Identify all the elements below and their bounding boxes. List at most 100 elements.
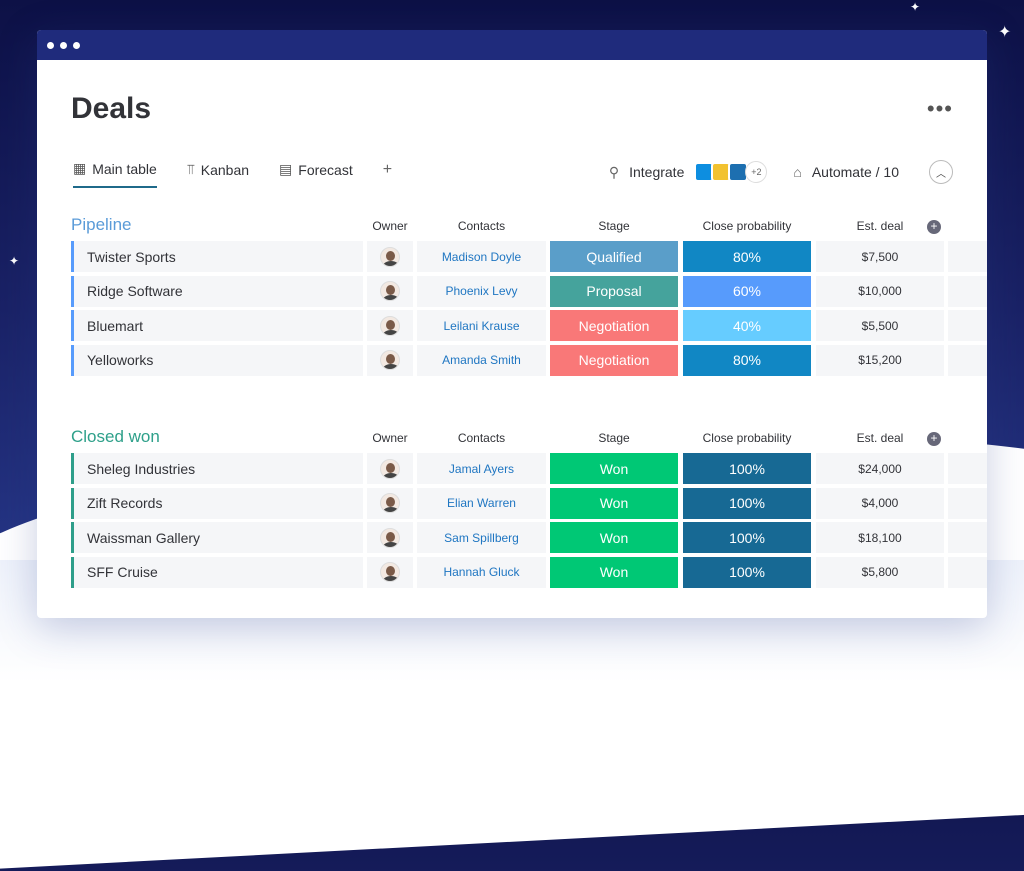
close-probability[interactable]: 80%	[683, 241, 811, 272]
est-deal[interactable]: $5,800	[816, 556, 944, 588]
stage-status[interactable]: Won	[550, 453, 678, 484]
table-row[interactable]: Yelloworks Amanda Smith Negotiation 80% $15,…	[71, 344, 987, 376]
column-header[interactable]: Stage	[598, 431, 630, 445]
window-dot[interactable]	[47, 41, 54, 49]
item-name[interactable]: Yelloworks	[71, 344, 363, 376]
avatar	[380, 315, 400, 336]
more-options-button[interactable]: •••	[926, 96, 953, 121]
avatar	[380, 281, 400, 301]
owner-cell[interactable]	[367, 556, 413, 588]
est-deal[interactable]: $15,200	[816, 344, 944, 376]
close-probability[interactable]: 80%	[683, 344, 811, 376]
collapse-button[interactable]: ︿	[929, 160, 953, 184]
est-deal[interactable]: $5,500	[816, 310, 944, 341]
integration-logos[interactable]: +2	[694, 161, 768, 183]
item-name[interactable]: Ridge Software	[71, 275, 363, 307]
close-probability[interactable]: 100%	[683, 556, 811, 588]
stage-status[interactable]: Won	[550, 522, 678, 553]
stage-status[interactable]: Proposal	[550, 275, 678, 307]
title-bar	[37, 30, 987, 60]
table-icon: ▦	[73, 160, 87, 176]
contact-cell[interactable]: Jamal Ayers	[417, 453, 546, 484]
owner-cell[interactable]	[367, 453, 413, 484]
more-integrations-badge: +2	[745, 161, 768, 183]
tab-main-table[interactable]: ▦ Main table	[73, 160, 157, 188]
toolbar: ⚲ Integrate +2 ⌂ Automate / 10 ︿	[609, 160, 953, 184]
tab-label: Kanban	[200, 161, 250, 178]
column-header[interactable]: Owner	[372, 219, 408, 233]
table-row[interactable]: Twister Sports Madison Doyle Qualified 80% $…	[71, 241, 987, 272]
table-row[interactable]: Zift Records Elian Warren Won 100% $4,000	[71, 487, 987, 519]
stage-status[interactable]: Negotiation	[550, 344, 678, 376]
stage-status[interactable]: Won	[550, 556, 678, 588]
est-deal[interactable]: $7,500	[816, 241, 944, 272]
table-row[interactable]: Ridge Software Phoenix Levy Proposal 60% $10…	[71, 275, 987, 307]
est-deal[interactable]: $10,000	[816, 275, 944, 307]
contact-cell[interactable]: Phoenix Levy	[417, 275, 546, 307]
contact-cell[interactable]: Madison Doyle	[417, 241, 546, 272]
page-title: Deals	[71, 92, 152, 125]
stage-status[interactable]: Won	[550, 487, 678, 519]
automate-button[interactable]: Automate / 10	[811, 164, 899, 180]
item-name[interactable]: Zift Records	[71, 487, 363, 519]
column-header[interactable]: Contacts	[457, 431, 506, 445]
owner-cell[interactable]	[367, 310, 413, 341]
owner-cell[interactable]	[367, 487, 413, 519]
add-view-button[interactable]: +	[382, 160, 393, 178]
contact-cell[interactable]: Sam Spillberg	[417, 522, 546, 553]
integrate-button[interactable]: Integrate	[629, 164, 685, 180]
window-dot[interactable]	[73, 41, 80, 49]
item-name[interactable]: Waissman Gallery	[71, 522, 363, 553]
contact-cell[interactable]: Hannah Gluck	[417, 556, 546, 588]
kanban-icon: ⫪	[186, 161, 195, 177]
close-probability[interactable]: 100%	[683, 453, 811, 484]
robot-icon: ⌂	[793, 164, 802, 180]
owner-cell[interactable]	[367, 275, 413, 307]
column-header[interactable]: Close probability	[702, 219, 792, 233]
item-name[interactable]: SFF Cruise	[71, 556, 363, 588]
star-icon: ✦	[910, 0, 921, 14]
item-name[interactable]: Sheleg Industries	[71, 453, 363, 484]
table-row[interactable]: Sheleg Industries Jamal Ayers Won 100% $24,0…	[71, 453, 987, 484]
est-deal[interactable]: $24,000	[816, 453, 944, 484]
close-probability[interactable]: 40%	[683, 310, 811, 341]
group-title[interactable]: Pipeline	[71, 215, 132, 234]
app-window: Deals ••• ▦ Main table ⫪ Kanban ▤ Forecast …	[37, 30, 987, 618]
view-tabs: ▦ Main table ⫪ Kanban ▤ Forecast +	[73, 160, 392, 188]
window-dot[interactable]	[60, 41, 67, 49]
contact-cell[interactable]: Elian Warren	[417, 487, 546, 519]
owner-cell[interactable]	[367, 344, 413, 376]
add-column-button[interactable]: +	[927, 220, 941, 234]
column-header[interactable]: Close probability	[702, 431, 792, 445]
column-header[interactable]: Est. deal	[856, 219, 904, 233]
item-name[interactable]: Bluemart	[71, 310, 363, 341]
owner-cell[interactable]	[367, 522, 413, 553]
est-deal[interactable]: $4,000	[816, 487, 944, 519]
add-column-button[interactable]: +	[927, 432, 941, 446]
contact-cell[interactable]: Leilani Krause	[417, 310, 546, 341]
tab-kanban[interactable]: ⫪ Kanban	[187, 160, 249, 188]
close-probability[interactable]: 100%	[683, 522, 811, 553]
group-title[interactable]: Closed won	[71, 427, 160, 446]
group-closed-won: Closed won Owner Contacts Stage Close probab…	[71, 427, 987, 588]
column-header[interactable]: Contacts	[457, 219, 506, 233]
item-name[interactable]: Twister Sports	[71, 241, 363, 272]
est-deal[interactable]: $18,100	[816, 522, 944, 553]
avatar	[380, 562, 400, 582]
contact-cell[interactable]: Amanda Smith	[417, 344, 546, 376]
close-probability[interactable]: 60%	[683, 275, 811, 307]
owner-cell[interactable]	[367, 241, 413, 272]
tab-forecast[interactable]: ▤ Forecast	[279, 160, 353, 188]
stage-status[interactable]: Negotiation	[550, 310, 678, 341]
table-row[interactable]: SFF Cruise Hannah Gluck Won 100% $5,800	[71, 556, 987, 588]
column-header[interactable]: Est. deal	[856, 431, 904, 445]
table-row[interactable]: Waissman Gallery Sam Spillberg Won 100% $18,…	[71, 522, 987, 553]
stage-status[interactable]: Qualified	[550, 241, 678, 272]
close-probability[interactable]: 100%	[683, 487, 811, 519]
table-row[interactable]: Bluemart Leilani Krause Negotiation 40% $5,5…	[71, 310, 987, 341]
column-header[interactable]: Stage	[598, 219, 630, 233]
column-header[interactable]: Owner	[372, 431, 408, 445]
avatar	[380, 527, 400, 548]
empty-cell	[948, 522, 987, 553]
empty-cell	[948, 344, 987, 376]
